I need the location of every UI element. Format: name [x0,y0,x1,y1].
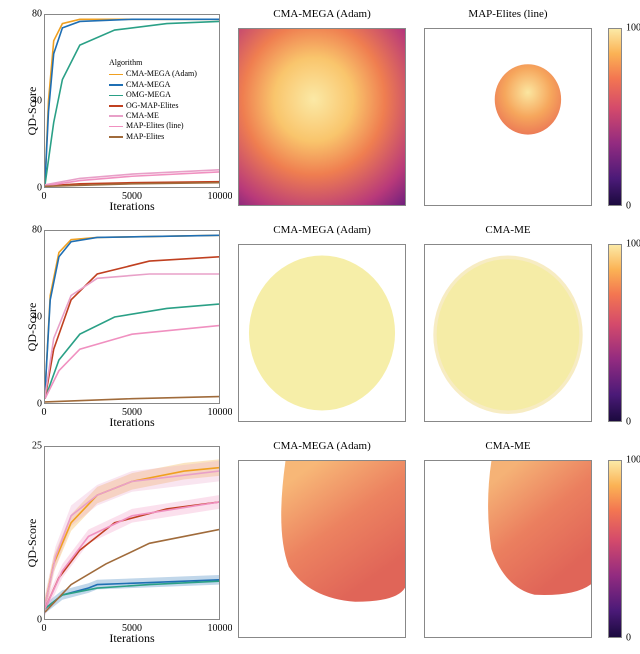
heatmap-r2c2: CMA-ME [418,222,598,432]
plot-area-2 [44,230,220,404]
legend-label: MAP-Elites [126,132,164,142]
legend-label: OMG-MEGA [126,90,171,100]
ylabel-1: QD-Score [25,87,40,136]
colorbar-tick: 100 [626,239,640,250]
legend-item: OG-MAP-Elites [109,101,197,111]
heatmap-svg [239,29,405,205]
heatmap-area-r1c1 [238,28,406,206]
heatmap-svg [239,461,405,637]
legend-swatch [109,84,123,86]
heatmap-area-r2c2 [424,244,592,422]
lineplot-row3: QD-Score Iterations 0500010000025 [6,438,226,648]
ytick: 40 [26,312,42,323]
legend-label: MAP-Elites (line) [126,121,184,131]
heatmap-area-r3c2 [424,460,592,638]
xtick: 0 [42,191,47,202]
legend-swatch [109,105,123,107]
heatmap-svg [425,245,591,421]
legend-swatch [109,136,123,138]
heatmap-title-r2c2: CMA-ME [418,224,598,236]
heatmap-r3c1: CMA-MEGA (Adam) [232,438,412,648]
legend-label: CMA-MEGA [126,80,170,90]
colorbar-3: 0 100 [604,438,640,648]
colorbar-1: 0 100 [604,6,640,216]
heatmap-svg [425,29,591,205]
legend-label: OG-MAP-Elites [126,101,178,111]
heatmap-title-r1c2: MAP-Elites (line) [418,8,598,20]
heatmap-r3c2: CMA-ME [418,438,598,648]
heatmap-title-r3c2: CMA-ME [418,440,598,452]
plot-area-1: AlgorithmCMA-MEGA (Adam)CMA-MEGAOMG-MEGA… [44,14,220,188]
lineplot-row2: QD-Score Iterations 050001000004080 [6,222,226,432]
heatmap-area-r1c2 [424,28,592,206]
colorbar-tick: 0 [626,633,631,644]
xtick: 10000 [208,623,233,634]
legend-label: CMA-ME [126,111,159,121]
colorbar-strip-1 [608,28,622,206]
legend-swatch [109,74,123,76]
legend: AlgorithmCMA-MEGA (Adam)CMA-MEGAOMG-MEGA… [105,55,201,145]
ytick: 0 [26,399,42,410]
ytick: 80 [26,9,42,20]
colorbar-strip-2 [608,244,622,422]
colorbar-tick: 0 [626,417,631,428]
ytick: 0 [26,183,42,194]
legend-item: CMA-ME [109,111,197,121]
legend-title: Algorithm [109,58,197,68]
ytick: 40 [26,96,42,107]
heatmap-title-r3c1: CMA-MEGA (Adam) [232,440,412,452]
legend-swatch [109,115,123,117]
heatmap-title-r2c1: CMA-MEGA (Adam) [232,224,412,236]
heatmap-svg [425,461,591,637]
legend-item: MAP-Elites [109,132,197,142]
legend-swatch [109,126,123,128]
colorbar-tick: 100 [626,23,640,34]
lines-svg-2 [45,231,219,403]
heatmap-area-r3c1 [238,460,406,638]
colorbar-strip-3 [608,460,622,638]
heatmap-area-r2c1 [238,244,406,422]
xtick: 10000 [208,191,233,202]
heatmap-r1c2: MAP-Elites (line) [418,6,598,216]
xtick: 0 [42,407,47,418]
xtick: 0 [42,623,47,634]
lines-svg-3 [45,447,219,619]
xtick: 5000 [122,191,142,202]
legend-swatch [109,95,123,97]
figure-grid: QD-Score AlgorithmCMA-MEGA (Adam)CMA-MEG… [0,0,640,654]
colorbar-tick: 0 [626,201,631,212]
lineplot-row1: QD-Score AlgorithmCMA-MEGA (Adam)CMA-MEG… [6,6,226,216]
ytick: 25 [26,441,42,452]
legend-item: CMA-MEGA [109,80,197,90]
heatmap-svg [239,245,405,421]
legend-label: CMA-MEGA (Adam) [126,69,197,79]
colorbar-2: 0 100 [604,222,640,432]
ytick: 0 [26,615,42,626]
legend-item: CMA-MEGA (Adam) [109,69,197,79]
plot-area-3 [44,446,220,620]
xtick: 5000 [122,623,142,634]
ylabel-2: QD-Score [25,303,40,352]
colorbar-tick: 100 [626,455,640,466]
heatmap-r2c1: CMA-MEGA (Adam) [232,222,412,432]
legend-item: MAP-Elites (line) [109,121,197,131]
ylabel-3: QD-Score [25,519,40,568]
ytick: 80 [26,225,42,236]
legend-item: OMG-MEGA [109,90,197,100]
xtick: 5000 [122,407,142,418]
heatmap-title-r1c1: CMA-MEGA (Adam) [232,8,412,20]
heatmap-r1c1: CMA-MEGA (Adam) [232,6,412,216]
xtick: 10000 [208,407,233,418]
